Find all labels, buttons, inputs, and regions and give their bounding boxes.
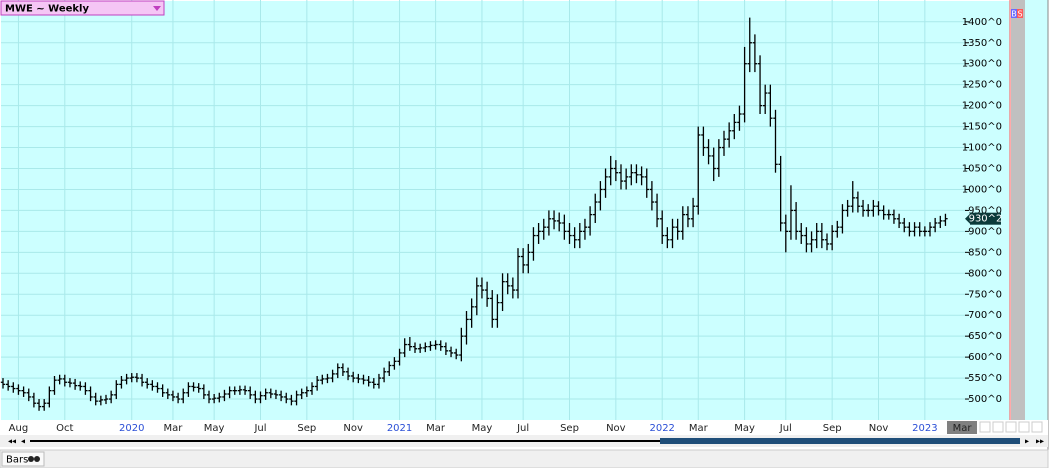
axis-buttons — [979, 421, 1043, 433]
status-tab[interactable] — [1, 451, 45, 467]
scroll-left-fast[interactable]: ◂◂ — [8, 437, 16, 446]
y-tick-label: 550^0 — [968, 373, 1002, 384]
tab-icon — [34, 456, 40, 462]
x-tick-label: 2023 — [912, 423, 937, 434]
status-bar — [0, 449, 1049, 469]
buy-button[interactable] — [1011, 9, 1017, 18]
x-tick-label: Sep — [560, 423, 579, 434]
x-tick-label: Nov — [606, 423, 626, 434]
x-tick-label: Sep — [823, 423, 842, 434]
x-tick-label: Jul — [253, 423, 266, 434]
y-tick-label: 500^0 — [968, 394, 1002, 405]
tool-button[interactable] — [1031, 421, 1043, 433]
scroll-right[interactable]: ▸ — [1025, 437, 1029, 446]
y-tick-label: 700^0 — [968, 310, 1002, 321]
side-strip — [1025, 0, 1048, 420]
sell-label[interactable]: S — [1017, 10, 1022, 19]
tool-button[interactable] — [1018, 421, 1030, 433]
y-tick-label: 1000^0 — [962, 184, 1002, 195]
y-tick-label: 1350^0 — [962, 38, 1002, 49]
y-tick-label: 900^0 — [968, 226, 1002, 237]
status-label[interactable]: Bars — [6, 455, 28, 466]
x-tick-label: May — [204, 423, 225, 434]
x-tick-label: 2020 — [119, 423, 144, 434]
x-tick-label: Mar — [164, 423, 184, 434]
y-tick-label: 1100^0 — [962, 143, 1002, 154]
last-price-pointer — [965, 212, 971, 225]
current-period: Mar — [953, 423, 973, 434]
x-tick-label: 2021 — [387, 423, 412, 434]
y-tick-label: 750^0 — [968, 289, 1002, 300]
current-period-box — [947, 421, 977, 434]
last-price-label: 930^2 — [969, 214, 1003, 225]
bars — [0, 17, 948, 411]
x-tick-label: Nov — [869, 423, 889, 434]
y-tick-label: 800^0 — [968, 268, 1002, 279]
x-tick-label: May — [734, 423, 755, 434]
y-tick-label: 1300^0 — [962, 59, 1002, 70]
x-tick-label: Oct — [56, 423, 73, 434]
last-price-box — [970, 212, 1001, 225]
x-tick-label: Mar — [689, 423, 709, 434]
y-tick-label: 1050^0 — [962, 164, 1002, 175]
scroll-left[interactable]: ◂ — [21, 437, 25, 446]
scroll-right-fast[interactable]: ▸▸ — [1036, 437, 1044, 446]
x-axis-band — [0, 420, 1048, 435]
x-tick-label: May — [472, 423, 493, 434]
y-tick-label: 1150^0 — [962, 122, 1002, 133]
y-tick-label: 650^0 — [968, 331, 1002, 342]
y-tick-label: 950^0 — [968, 205, 1002, 216]
y-tick-label: 850^0 — [968, 247, 1002, 258]
sell-button[interactable] — [1017, 9, 1023, 18]
y-tick-label: 1200^0 — [962, 101, 1002, 112]
symbol-dropdown[interactable] — [0, 0, 165, 16]
x-tick-label: Jul — [779, 423, 792, 434]
x-tick-label: Sep — [297, 423, 316, 434]
buy-label[interactable]: B — [1011, 10, 1017, 19]
y-tick-label: 600^0 — [968, 352, 1002, 363]
tool-button[interactable] — [979, 421, 991, 433]
y-tick-label: 1400^0 — [962, 17, 1002, 28]
tool-button[interactable] — [1005, 421, 1017, 433]
tool-button[interactable] — [992, 421, 1004, 433]
x-tick-label: Jul — [516, 423, 529, 434]
side-panel — [1011, 0, 1025, 420]
dropdown-arrow[interactable] — [153, 6, 161, 11]
x-tick-label: 2022 — [649, 423, 674, 434]
y-tick-label: 1250^0 — [962, 80, 1002, 91]
symbol-label[interactable]: MWE ~ Weekly — [5, 4, 89, 15]
x-tick-label: Aug — [9, 423, 29, 434]
tab-icon — [28, 456, 34, 462]
x-tick-label: Nov — [343, 423, 363, 434]
x-tick-label: Mar — [426, 423, 446, 434]
scroll-thumb[interactable] — [660, 438, 1020, 444]
